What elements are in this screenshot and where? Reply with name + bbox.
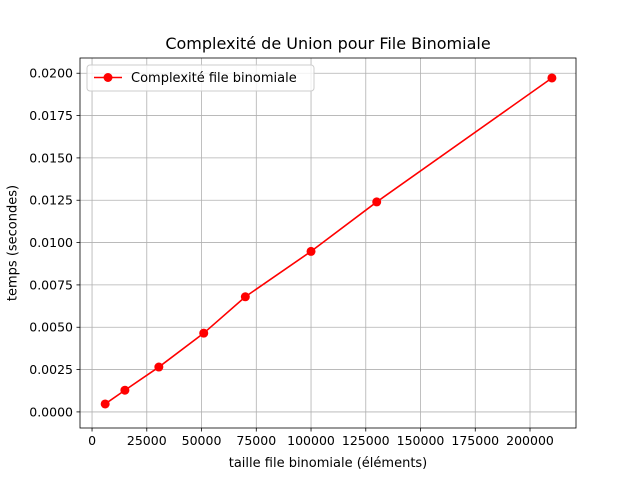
data-point: [372, 197, 382, 207]
x-tick-label: 200000: [506, 433, 554, 448]
data-point: [306, 246, 316, 256]
y-tick-label: 0.0050: [29, 320, 73, 335]
series-line: [104, 77, 553, 405]
legend: Complexité file binomiale: [86, 64, 315, 92]
data-point: [154, 362, 164, 372]
x-axis: 0 25000 50000 75000 100000 125000 150000 175000…: [88, 428, 554, 448]
x-tick-label: 125000: [342, 433, 390, 448]
data-point: [199, 328, 209, 338]
y-tick-label: 0.0200: [29, 66, 73, 81]
x-tick-label: 0: [88, 433, 96, 448]
y-axis: 0.0000 0.0025 0.0050 0.0075 0.0100 0.0125 0.01…: [29, 66, 80, 419]
x-axis-label: taille file binomiale (éléments): [229, 456, 428, 471]
y-tick-label: 0.0150: [29, 150, 73, 165]
x-tick-label: 150000: [397, 433, 445, 448]
legend-entry-label: Complexité file binomiale: [131, 71, 297, 86]
series-group: [100, 73, 557, 409]
x-tick-label: 25000: [127, 433, 167, 448]
y-tick-label: 0.0100: [29, 235, 73, 250]
data-point: [120, 385, 130, 395]
y-tick-label: 0.0175: [29, 108, 73, 123]
legend-box: [86, 64, 315, 92]
data-point: [547, 73, 557, 83]
y-tick-label: 0.0000: [29, 404, 73, 419]
x-tick-label: 50000: [182, 433, 222, 448]
chart-title: Complexité de Union pour File Binomiale: [165, 34, 490, 53]
legend-marker-swatch: [103, 73, 113, 82]
data-point: [100, 399, 110, 409]
y-tick-label: 0.0075: [29, 277, 73, 292]
y-tick-label: 0.0025: [29, 362, 73, 377]
y-axis-label: temps (secondes): [6, 185, 21, 301]
plot-area-frame: [79, 57, 577, 429]
data-point: [240, 292, 250, 302]
x-tick-label: 100000: [287, 433, 335, 448]
y-tick-label: 0.0125: [29, 193, 73, 208]
grid: [80, 58, 576, 428]
x-tick-label: 75000: [236, 433, 276, 448]
x-tick-label: 175000: [451, 433, 499, 448]
